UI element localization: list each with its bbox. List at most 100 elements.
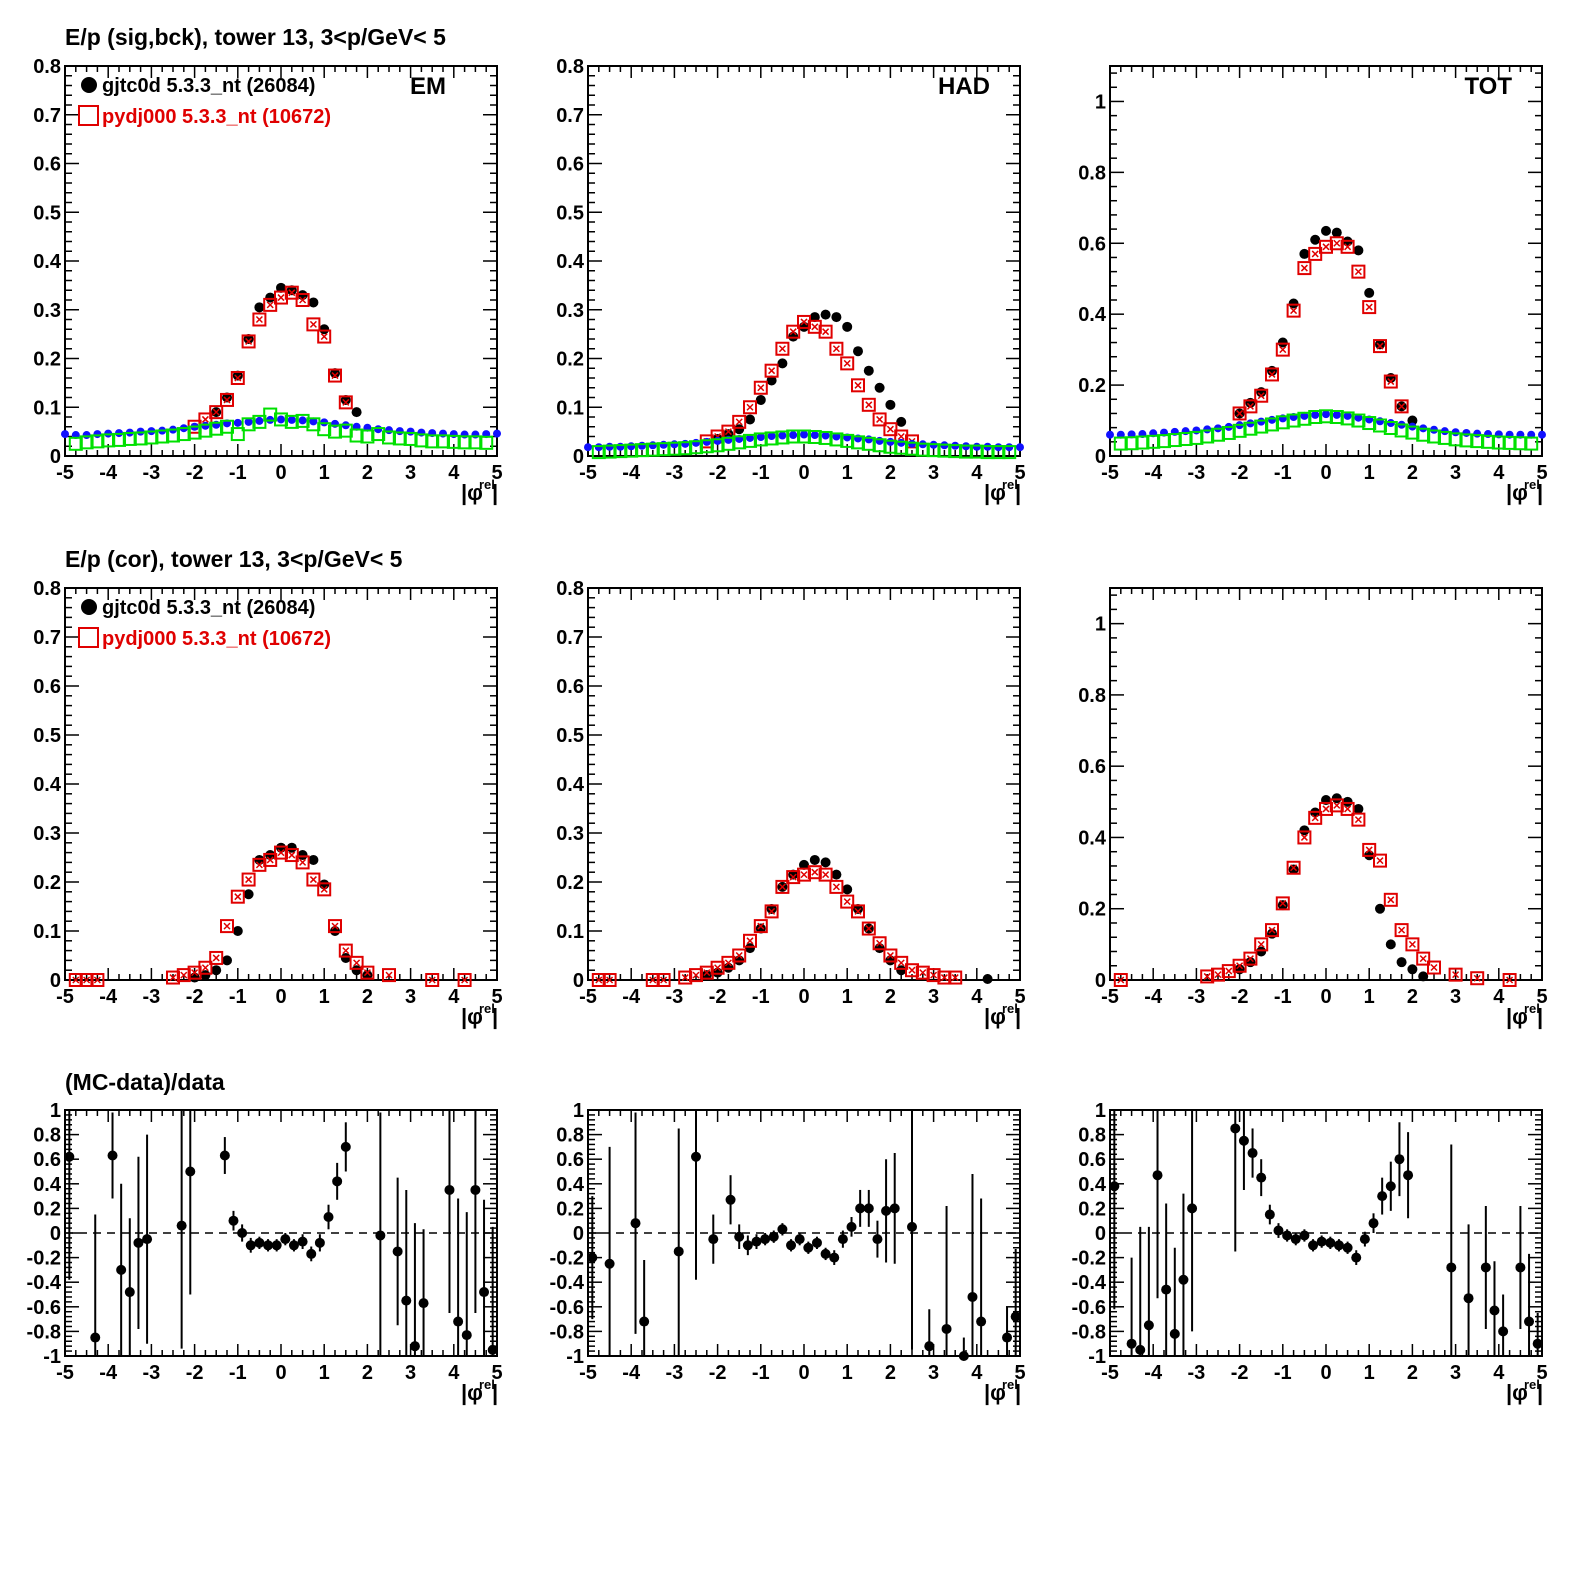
ratio-point — [142, 1234, 153, 1245]
x-tick-label: 5 — [491, 462, 502, 484]
background-mc-point — [414, 433, 429, 448]
mc-point — [317, 329, 332, 344]
background-mc-point — [1135, 435, 1150, 450]
background-mc-point — [220, 419, 234, 434]
background-mc-point — [436, 434, 450, 449]
mc-point — [937, 970, 952, 985]
mc-point — [1502, 973, 1517, 987]
data-point — [276, 842, 286, 853]
background-point — [201, 421, 210, 430]
background-mc-point — [1243, 421, 1258, 436]
y-tick-label: 0.5 — [556, 202, 584, 224]
x-tick-label: 0 — [1320, 1362, 1331, 1384]
data-point — [1385, 939, 1396, 950]
data-point — [831, 312, 842, 323]
background-point — [778, 431, 787, 440]
ratio-point — [604, 1258, 615, 1269]
background-mc-point — [122, 431, 137, 446]
background-point — [994, 443, 1003, 452]
background-point — [309, 417, 318, 426]
y-tick-label: 0.4 — [33, 1174, 62, 1196]
x-tick-label: 4 — [1493, 462, 1505, 484]
background-point — [627, 442, 636, 451]
background-mc-point — [1254, 419, 1269, 434]
background-mc-point — [926, 443, 941, 458]
mc-point — [1232, 958, 1247, 973]
ratio-point — [479, 1287, 490, 1298]
ratio-point — [418, 1298, 429, 1309]
ratio-point — [907, 1221, 917, 1232]
y-tick-label: -0.8 — [27, 1321, 61, 1343]
mc-point — [1351, 264, 1366, 279]
ratio-point — [375, 1230, 386, 1241]
background-mc-point — [1459, 433, 1474, 448]
data-point — [265, 850, 276, 861]
y-tick-label: 0 — [573, 1223, 584, 1245]
ratio-point — [1377, 1191, 1388, 1202]
background-mc-point — [1470, 434, 1485, 449]
background-mc-point — [1491, 435, 1506, 450]
background-point — [897, 438, 906, 447]
background-mc-point — [295, 413, 310, 428]
mc-point — [753, 380, 768, 395]
mc-point-cross — [1354, 816, 1362, 824]
plot-frame — [1109, 65, 1543, 457]
row-title-cor: E/p (cor), tower 13, 3<p/GeV< 5 — [65, 546, 403, 572]
background-mc-point — [284, 414, 299, 429]
legend-mc-marker — [78, 105, 99, 126]
x-tick-label: 3 — [928, 462, 939, 484]
background-mc-point — [645, 442, 660, 457]
x-tick-label: 2 — [362, 986, 373, 1008]
y-tick-label: 0 — [573, 970, 584, 992]
data-point — [734, 955, 745, 966]
mc-point-cross — [692, 971, 700, 979]
x-tick-label: -5 — [56, 986, 74, 1008]
data-point — [1277, 337, 1288, 348]
x-axis-label: |φ — [984, 1380, 1006, 1405]
ratio-point — [332, 1176, 343, 1187]
background-mc-point — [613, 444, 628, 459]
background-point — [886, 437, 895, 446]
y-tick-label: 0.6 — [33, 676, 61, 698]
y-tick-label: 1 — [1095, 614, 1106, 636]
background-mc-point — [948, 444, 963, 459]
data-point — [734, 424, 745, 435]
x-tick-label: -1 — [1274, 986, 1292, 1008]
x-tick-label: 4 — [971, 462, 983, 484]
data-point — [755, 394, 766, 405]
mc-point — [274, 290, 288, 305]
y-tick-label: 0.2 — [1078, 375, 1106, 397]
background-point — [1376, 417, 1384, 426]
y-tick-label: 0.1 — [33, 921, 61, 943]
mc-point — [90, 973, 105, 987]
mc-point — [1275, 342, 1290, 357]
y-tick-label: -0.6 — [550, 1297, 584, 1319]
x-axis-label-close: | — [492, 1004, 498, 1029]
legend-data-label: gjtc0d 5.3.3_nt (26084) — [102, 75, 315, 97]
mc-point — [338, 943, 353, 958]
background-mc-point — [678, 441, 693, 456]
background-point — [277, 415, 285, 424]
ratio-point — [1247, 1148, 1258, 1159]
data-point — [723, 962, 734, 973]
background-mc-point — [980, 445, 995, 460]
data-point — [809, 312, 820, 323]
background-mc-point — [818, 430, 833, 445]
x-tick-label: -3 — [666, 1362, 684, 1384]
background-point — [789, 431, 798, 440]
background-mc-point — [112, 432, 126, 447]
x-tick-label: 0 — [1320, 986, 1331, 1008]
y-tick-label: 0.5 — [33, 725, 61, 747]
mc-point — [166, 970, 180, 985]
mc-point-cross — [331, 922, 339, 930]
mc-point-cross — [1117, 976, 1125, 984]
y-tick-label: -1 — [43, 1346, 61, 1368]
background-mc-point — [1437, 430, 1452, 445]
background-point — [832, 432, 841, 441]
y-tick-label: 0.2 — [556, 1198, 584, 1220]
data-point — [232, 926, 243, 936]
y-tick-label: 0.7 — [556, 105, 584, 127]
background-mc-point — [710, 438, 725, 453]
panels: -5 -4 -3 -2 -1 0 1 2 3 4 5 0 0.1 0.2 0.3 0.4 0.5 0.6 0.7 0.… — [27, 56, 1548, 1405]
